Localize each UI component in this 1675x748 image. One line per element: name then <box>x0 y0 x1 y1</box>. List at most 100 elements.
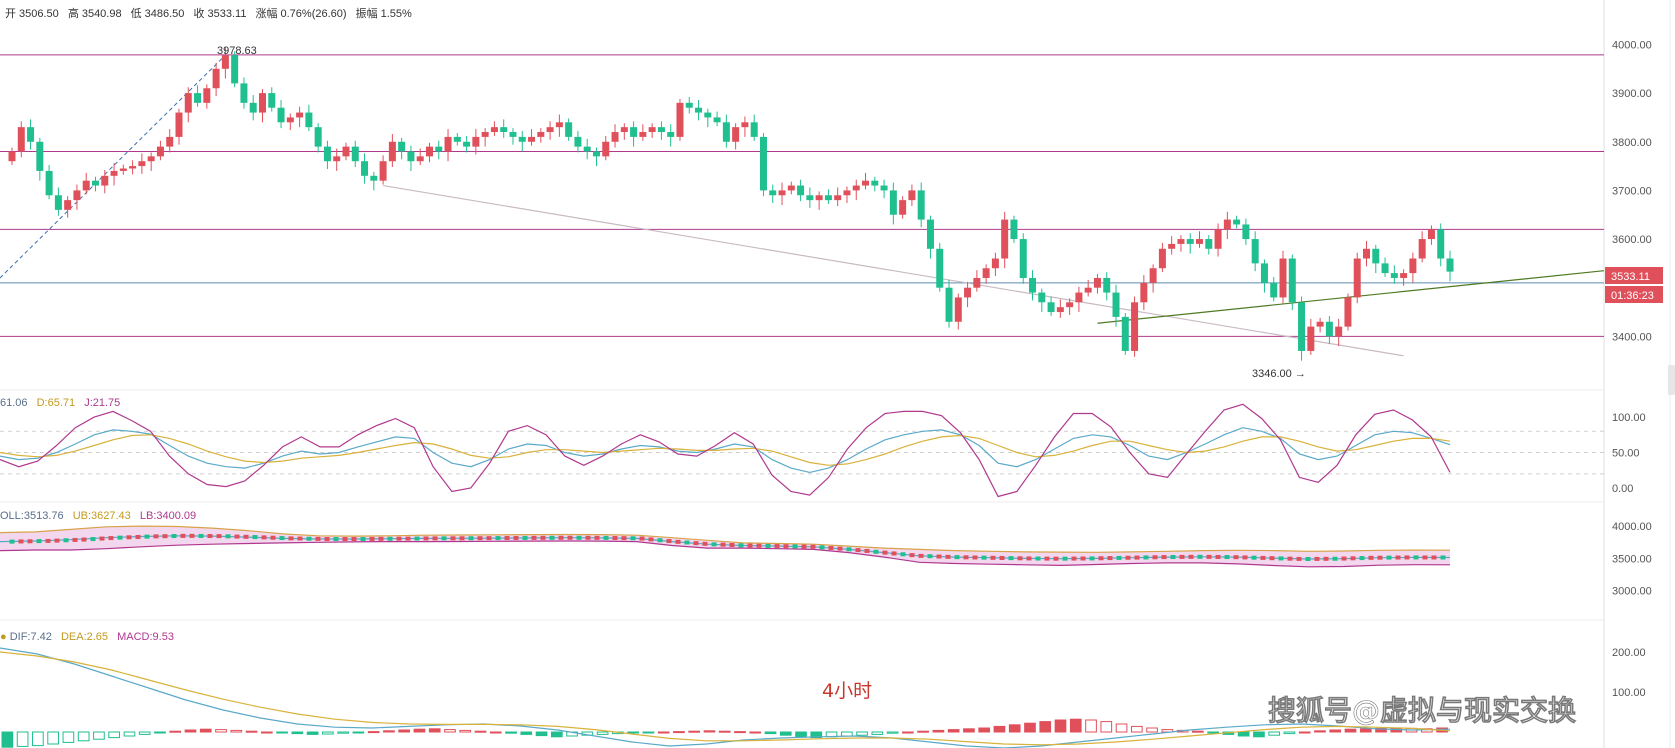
boll-candle-90 <box>819 545 825 550</box>
candle-body-74 <box>695 107 703 113</box>
candle-body-146 <box>1363 248 1371 259</box>
macd-bar-5 <box>77 731 90 742</box>
macd-bar-89 <box>1359 728 1372 733</box>
macd-bar-81 <box>1237 731 1250 737</box>
candle-body-131 <box>1223 219 1231 230</box>
boll-candle-158 <box>1431 555 1437 560</box>
candle-body-14 <box>138 161 146 167</box>
candle-body-101 <box>945 287 953 322</box>
scroll-handle[interactable] <box>1668 365 1675 395</box>
low-annotation: 3346.00 → <box>1252 368 1306 380</box>
boll-candle-115 <box>1044 556 1050 561</box>
boll-candle-88 <box>801 544 807 549</box>
boll-candle-0 <box>9 539 15 544</box>
candle-body-130 <box>1214 229 1222 249</box>
boll-candle-79 <box>720 542 726 547</box>
boll-candle-21 <box>198 533 204 538</box>
candle-body-120 <box>1121 316 1129 351</box>
candle-body-44 <box>416 156 424 162</box>
boll-candle-26 <box>243 534 249 539</box>
boll-candle-149 <box>1350 556 1356 561</box>
boll-candle-132 <box>1197 554 1203 559</box>
candle-body-123 <box>1149 268 1157 283</box>
candle-body-137 <box>1279 258 1287 298</box>
boll-candle-93 <box>846 547 852 552</box>
boll-candle-8 <box>81 537 87 542</box>
candle-body-84 <box>787 185 795 191</box>
boll-candle-150 <box>1359 556 1365 561</box>
boll-candle-112 <box>1017 556 1023 561</box>
boll-candle-110 <box>999 555 1005 560</box>
boll-candle-46 <box>423 536 429 541</box>
macd-bar-1 <box>16 731 29 747</box>
boll-candle-133 <box>1206 554 1212 559</box>
macd-bar-69 <box>1054 719 1067 733</box>
timeframe-label: 4小时 <box>822 680 872 702</box>
last-price-text: 3533.11 <box>1611 271 1650 283</box>
boll-candle-73 <box>666 539 672 544</box>
price-tick-5: 3400.00 <box>1612 331 1652 343</box>
boll-candle-86 <box>783 544 789 549</box>
boll-candle-37 <box>342 537 348 542</box>
last-price-tag <box>1605 267 1663 284</box>
candle-body-46 <box>435 146 443 152</box>
macd-bar-62 <box>947 729 960 733</box>
macd-bar-36 <box>550 731 563 738</box>
macd-bar-72 <box>1100 721 1113 733</box>
candle-body-118 <box>1103 277 1111 293</box>
countdown-tag <box>1605 286 1663 303</box>
candle-body-42 <box>398 141 406 152</box>
candle-body-56 <box>528 136 536 142</box>
boll-candle-13 <box>126 535 132 540</box>
boll-candle-125 <box>1134 555 1140 560</box>
boll-candle-126 <box>1143 555 1149 560</box>
boll-candle-109 <box>990 555 996 560</box>
candle-body-40 <box>379 161 387 181</box>
macd-bar-82 <box>1253 731 1265 738</box>
candle-body-41 <box>388 141 396 162</box>
boll-candle-52 <box>477 536 483 541</box>
candle-body-4 <box>45 170 53 196</box>
candle-body-126 <box>1177 239 1185 244</box>
boll-candle-59 <box>540 535 546 540</box>
macd-tick-1: 100.00 <box>1612 687 1646 699</box>
boll-candle-35 <box>324 537 330 542</box>
candle-body-147 <box>1372 248 1380 264</box>
macd-bar-48 <box>734 731 746 734</box>
macd-bar-2 <box>32 731 44 747</box>
boll-candle-137 <box>1242 555 1248 560</box>
boll-candle-40 <box>369 536 375 541</box>
candle-body-83 <box>778 190 786 196</box>
boll-candle-6 <box>63 538 69 543</box>
boll-candle-155 <box>1404 555 1410 560</box>
macd-bar-49 <box>749 731 762 734</box>
macd-bar-68 <box>1039 721 1052 733</box>
boll-candle-98 <box>891 551 897 556</box>
boll-candle-70 <box>639 536 645 541</box>
candle-body-125 <box>1168 243 1176 249</box>
candle-body-136 <box>1270 282 1278 298</box>
boll-candle-139 <box>1260 555 1266 560</box>
boll-candle-154 <box>1395 555 1401 560</box>
boll-candle-14 <box>135 534 141 539</box>
candle-body-128 <box>1196 239 1204 244</box>
candle-body-54 <box>509 132 517 137</box>
macd-bar-71 <box>1085 719 1097 733</box>
boll-candle-116 <box>1053 556 1059 561</box>
macd-bar-32 <box>489 731 502 734</box>
macd-bar-59 <box>902 731 914 734</box>
candle-body-22 <box>212 68 220 89</box>
candle-body-8 <box>82 180 90 191</box>
boll-candle-17 <box>162 534 168 539</box>
boll-candle-12 <box>117 535 123 540</box>
boll-candle-77 <box>702 541 708 546</box>
dashed-rally-line <box>0 54 226 279</box>
boll-candle-42 <box>387 536 393 541</box>
candle-body-28 <box>268 93 276 108</box>
boll-candle-24 <box>225 534 231 539</box>
candle-body-135 <box>1260 263 1268 283</box>
boll-candle-49 <box>450 536 456 541</box>
boll-candle-111 <box>1008 556 1014 561</box>
candle-body-115 <box>1075 292 1083 303</box>
